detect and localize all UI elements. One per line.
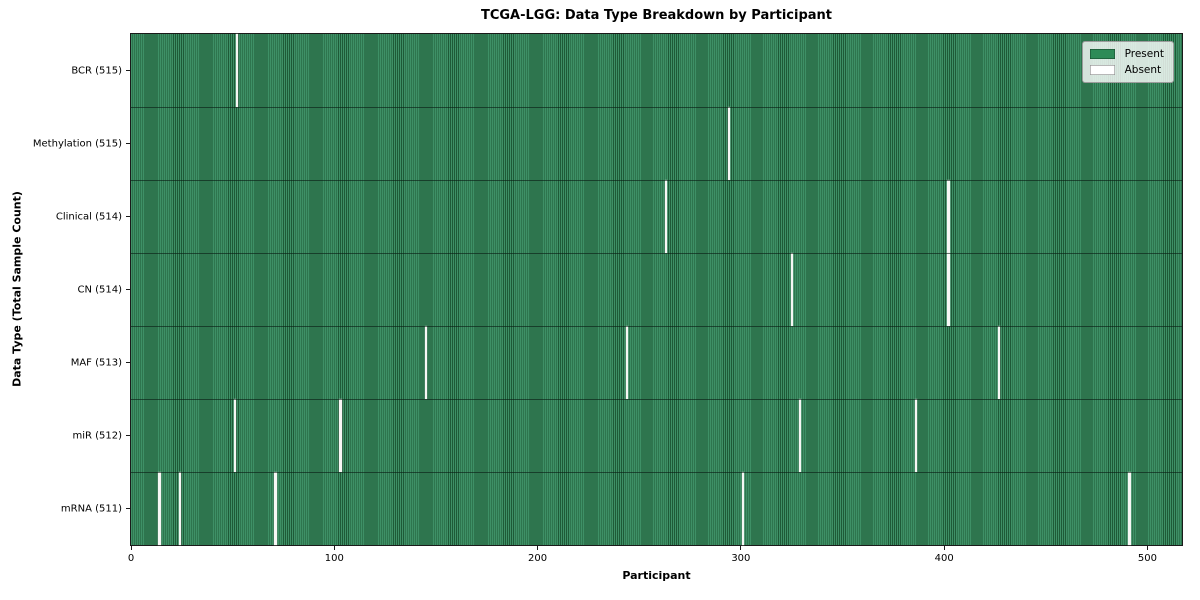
- absent-swatch: [1089, 65, 1115, 75]
- legend-entry: Absent: [1089, 64, 1164, 76]
- x-tick-label: 100: [324, 553, 344, 564]
- y-axis-label: Data Type (Total Sample Count): [10, 191, 24, 387]
- absent-marker: [235, 34, 239, 107]
- y-tick-mark: [126, 216, 130, 217]
- x-tick-mark: [1146, 546, 1148, 550]
- x-tick-mark: [130, 546, 132, 550]
- row-boundary: [131, 179, 1182, 181]
- y-tick-label: miR (512): [72, 430, 122, 441]
- y-tick-label: Methylation (515): [32, 138, 122, 149]
- y-tick-label: CN (514): [77, 284, 122, 295]
- x-tick-mark: [537, 546, 539, 550]
- y-tick-mark: [126, 362, 130, 363]
- y-tick-mark: [126, 508, 130, 509]
- x-tick-mark: [943, 546, 945, 550]
- x-tick-mark: [333, 546, 335, 550]
- absent-marker: [798, 399, 802, 472]
- row-boundary: [131, 252, 1182, 254]
- y-tick-mark: [126, 70, 130, 71]
- y-tick-label: MAF (513): [70, 357, 122, 368]
- x-tick-label: 200: [528, 553, 548, 564]
- legend: Present Absent: [1081, 41, 1174, 83]
- absent-marker: [947, 253, 950, 326]
- x-tick-label: 0: [127, 553, 135, 564]
- y-tick-mark: [126, 289, 130, 290]
- absent-marker: [664, 180, 668, 253]
- absent-marker: [947, 180, 950, 253]
- absent-marker: [914, 399, 918, 472]
- legend-entry-label: Present: [1124, 48, 1164, 60]
- chart-title: TCGA-LGG: Data Type Breakdown by Partici…: [480, 8, 833, 23]
- absent-marker: [625, 326, 629, 399]
- legend-entry-label: Absent: [1124, 64, 1162, 76]
- x-axis-label: Participant: [622, 569, 691, 582]
- absent-marker: [790, 253, 794, 326]
- absent-marker: [274, 472, 277, 545]
- y-tick-label: BCR (515): [71, 65, 122, 76]
- y-tick-mark: [126, 143, 130, 144]
- row-boundary: [131, 106, 1182, 108]
- plot-area: Present Absent BCR (515) Methylation (515)…: [33, 33, 1183, 564]
- x-tick-label: 500: [1137, 553, 1157, 564]
- absent-marker: [1128, 472, 1131, 545]
- legend-entry: Present: [1089, 48, 1164, 60]
- absent-marker: [727, 107, 731, 180]
- y-tick-mark: [126, 435, 130, 436]
- absent-marker: [339, 399, 342, 472]
- absent-marker: [178, 472, 182, 545]
- y-tick-label: Clinical (514): [55, 211, 122, 222]
- absent-marker: [741, 472, 745, 545]
- y-tick-label: mRNA (511): [60, 503, 122, 514]
- absent-marker: [424, 326, 428, 399]
- absent-marker: [233, 399, 237, 472]
- present-swatch: [1089, 49, 1115, 59]
- absent-marker: [997, 326, 1001, 399]
- row-boundary: [131, 471, 1182, 473]
- row-boundary: [131, 398, 1182, 400]
- row-boundary: [131, 325, 1182, 327]
- absent-marker: [158, 472, 161, 545]
- x-tick-label: 400: [934, 553, 954, 564]
- x-tick-label: 300: [731, 553, 751, 564]
- x-tick-mark: [740, 546, 742, 550]
